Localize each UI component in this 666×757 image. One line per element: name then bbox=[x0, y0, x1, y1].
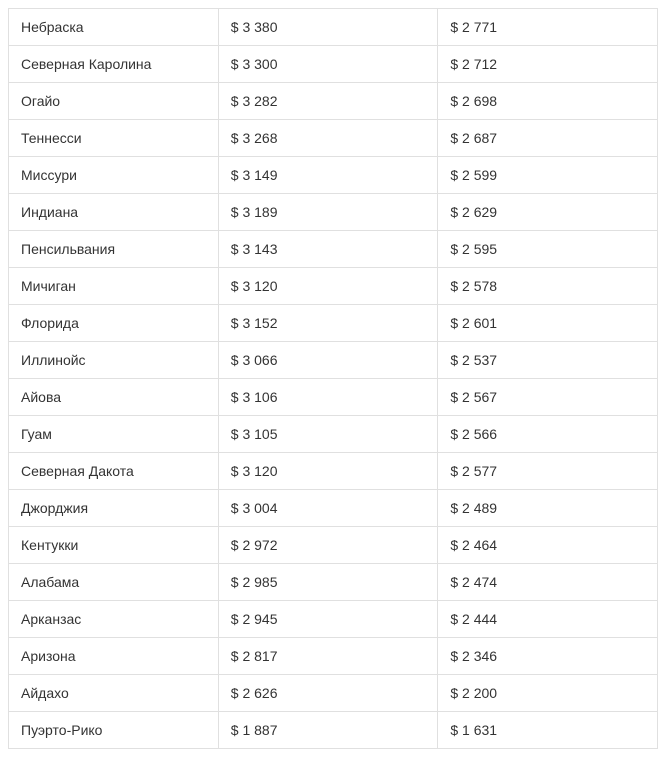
state-name-cell: Арканзас bbox=[9, 601, 219, 638]
value2-cell: $ 2 489 bbox=[438, 490, 658, 527]
table-row: Алабама $ 2 985 $ 2 474 bbox=[9, 564, 658, 601]
table-row: Флорида $ 3 152 $ 2 601 bbox=[9, 305, 658, 342]
table-row: Огайо $ 3 282 $ 2 698 bbox=[9, 83, 658, 120]
table-row: Мичиган $ 3 120 $ 2 578 bbox=[9, 268, 658, 305]
table-row: Пуэрто-Рико $ 1 887 $ 1 631 bbox=[9, 712, 658, 749]
state-name-cell: Кентукки bbox=[9, 527, 219, 564]
value1-cell: $ 2 945 bbox=[218, 601, 438, 638]
state-name-cell: Теннесси bbox=[9, 120, 219, 157]
value2-cell: $ 2 346 bbox=[438, 638, 658, 675]
value2-cell: $ 2 698 bbox=[438, 83, 658, 120]
state-name-cell: Пуэрто-Рико bbox=[9, 712, 219, 749]
table-row: Айова $ 3 106 $ 2 567 bbox=[9, 379, 658, 416]
value1-cell: $ 3 300 bbox=[218, 46, 438, 83]
table-body: Небраска $ 3 380 $ 2 771 Северная Кароли… bbox=[9, 9, 658, 749]
state-name-cell: Иллинойс bbox=[9, 342, 219, 379]
value1-cell: $ 3 282 bbox=[218, 83, 438, 120]
table-row: Теннесси $ 3 268 $ 2 687 bbox=[9, 120, 658, 157]
table-row: Небраска $ 3 380 $ 2 771 bbox=[9, 9, 658, 46]
value2-cell: $ 2 474 bbox=[438, 564, 658, 601]
value2-cell: $ 2 444 bbox=[438, 601, 658, 638]
value2-cell: $ 2 577 bbox=[438, 453, 658, 490]
value2-cell: $ 2 566 bbox=[438, 416, 658, 453]
state-name-cell: Айдахо bbox=[9, 675, 219, 712]
value2-cell: $ 2 464 bbox=[438, 527, 658, 564]
state-name-cell: Пенсильвания bbox=[9, 231, 219, 268]
value2-cell: $ 2 712 bbox=[438, 46, 658, 83]
table-row: Гуам $ 3 105 $ 2 566 bbox=[9, 416, 658, 453]
value1-cell: $ 2 972 bbox=[218, 527, 438, 564]
state-name-cell: Огайо bbox=[9, 83, 219, 120]
state-name-cell: Аризона bbox=[9, 638, 219, 675]
state-name-cell: Мичиган bbox=[9, 268, 219, 305]
state-name-cell: Флорида bbox=[9, 305, 219, 342]
state-name-cell: Гуам bbox=[9, 416, 219, 453]
value1-cell: $ 3 066 bbox=[218, 342, 438, 379]
state-name-cell: Северная Дакота bbox=[9, 453, 219, 490]
state-name-cell: Айова bbox=[9, 379, 219, 416]
value1-cell: $ 2 985 bbox=[218, 564, 438, 601]
table-row: Джорджия $ 3 004 $ 2 489 bbox=[9, 490, 658, 527]
value1-cell: $ 3 105 bbox=[218, 416, 438, 453]
value1-cell: $ 3 152 bbox=[218, 305, 438, 342]
table-row: Кентукки $ 2 972 $ 2 464 bbox=[9, 527, 658, 564]
value1-cell: $ 3 380 bbox=[218, 9, 438, 46]
state-name-cell: Небраска bbox=[9, 9, 219, 46]
value2-cell: $ 2 567 bbox=[438, 379, 658, 416]
value2-cell: $ 2 629 bbox=[438, 194, 658, 231]
value1-cell: $ 3 106 bbox=[218, 379, 438, 416]
value2-cell: $ 2 771 bbox=[438, 9, 658, 46]
table-row: Арканзас $ 2 945 $ 2 444 bbox=[9, 601, 658, 638]
state-name-cell: Миссури bbox=[9, 157, 219, 194]
value2-cell: $ 2 595 bbox=[438, 231, 658, 268]
table-row: Северная Каролина $ 3 300 $ 2 712 bbox=[9, 46, 658, 83]
table-row: Пенсильвания $ 3 143 $ 2 595 bbox=[9, 231, 658, 268]
value1-cell: $ 3 268 bbox=[218, 120, 438, 157]
state-name-cell: Северная Каролина bbox=[9, 46, 219, 83]
value1-cell: $ 3 189 bbox=[218, 194, 438, 231]
value2-cell: $ 2 578 bbox=[438, 268, 658, 305]
value2-cell: $ 2 200 bbox=[438, 675, 658, 712]
value2-cell: $ 2 599 bbox=[438, 157, 658, 194]
value1-cell: $ 2 817 bbox=[218, 638, 438, 675]
value1-cell: $ 1 887 bbox=[218, 712, 438, 749]
table-row: Северная Дакота $ 3 120 $ 2 577 bbox=[9, 453, 658, 490]
value2-cell: $ 2 687 bbox=[438, 120, 658, 157]
value1-cell: $ 3 120 bbox=[218, 268, 438, 305]
state-name-cell: Алабама bbox=[9, 564, 219, 601]
pricing-table: Небраска $ 3 380 $ 2 771 Северная Кароли… bbox=[8, 8, 658, 749]
table-row: Аризона $ 2 817 $ 2 346 bbox=[9, 638, 658, 675]
state-name-cell: Индиана bbox=[9, 194, 219, 231]
value1-cell: $ 3 004 bbox=[218, 490, 438, 527]
table-row: Иллинойс $ 3 066 $ 2 537 bbox=[9, 342, 658, 379]
table-row: Миссури $ 3 149 $ 2 599 bbox=[9, 157, 658, 194]
value1-cell: $ 3 149 bbox=[218, 157, 438, 194]
table-row: Индиана $ 3 189 $ 2 629 bbox=[9, 194, 658, 231]
value1-cell: $ 2 626 bbox=[218, 675, 438, 712]
value1-cell: $ 3 143 bbox=[218, 231, 438, 268]
value1-cell: $ 3 120 bbox=[218, 453, 438, 490]
value2-cell: $ 2 601 bbox=[438, 305, 658, 342]
value2-cell: $ 2 537 bbox=[438, 342, 658, 379]
value2-cell: $ 1 631 bbox=[438, 712, 658, 749]
state-name-cell: Джорджия bbox=[9, 490, 219, 527]
table-row: Айдахо $ 2 626 $ 2 200 bbox=[9, 675, 658, 712]
